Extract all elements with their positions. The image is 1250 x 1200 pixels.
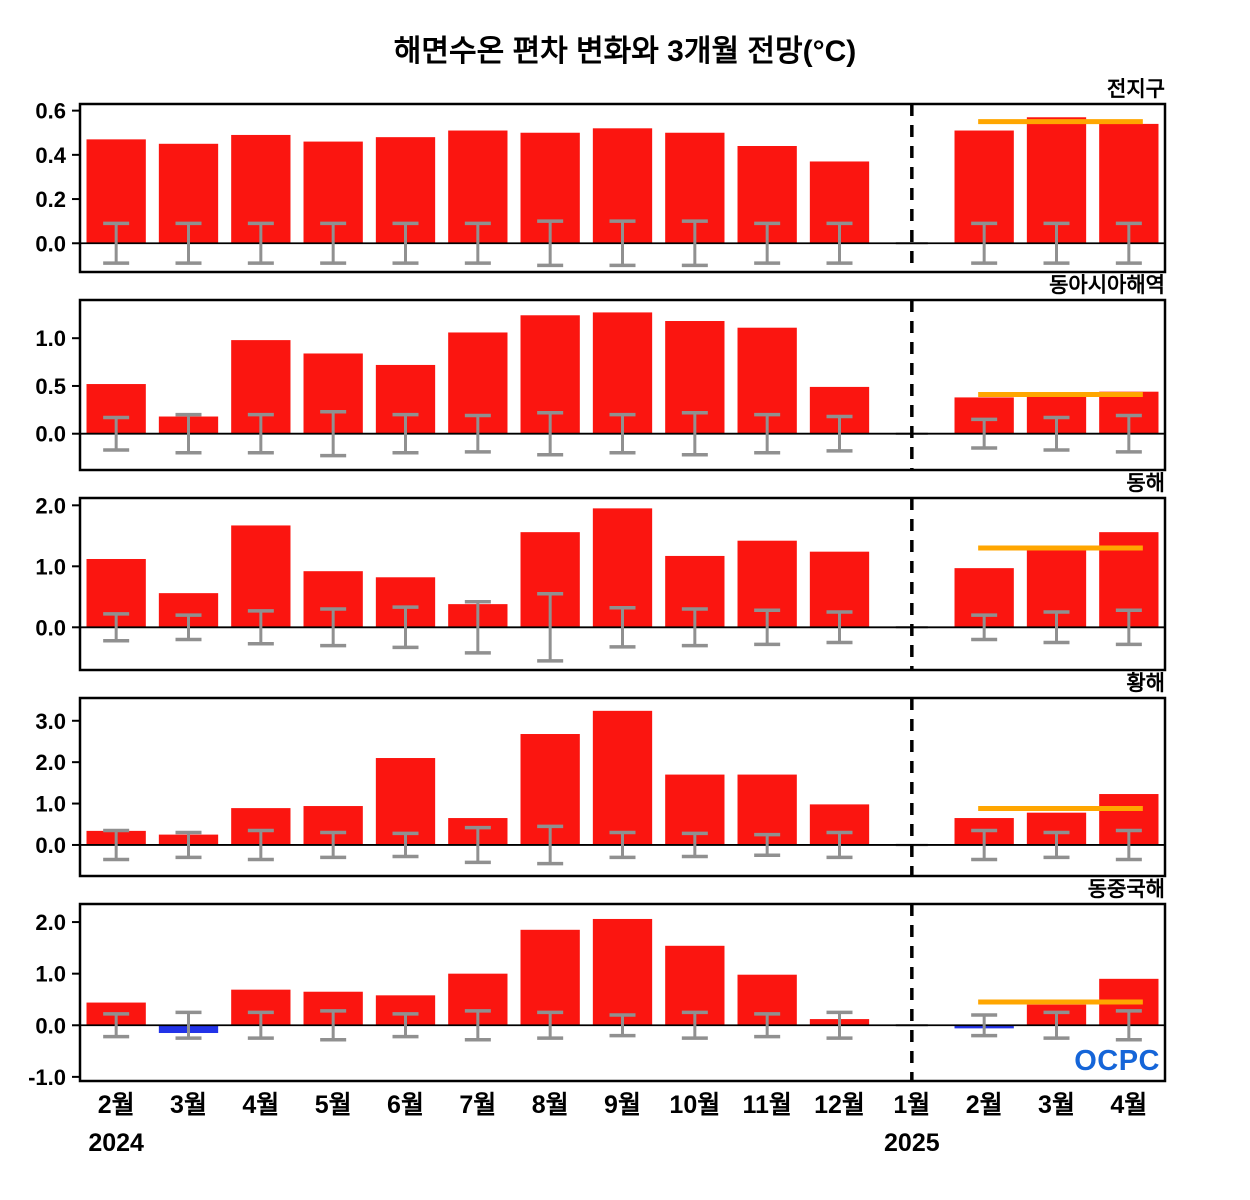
y-tick-label: 0.0 [35,422,66,447]
panel-east-sea-plot: 0.0 1.0 2.0 [35,493,1167,672]
panel-east-china-sea-title: 동중국해 [1087,878,1165,901]
y-tick-label: 0.2 [35,187,66,212]
y-tick-label: 0.6 [35,99,66,124]
x-tick-label: 9월 [604,1091,641,1119]
x-tick-label: 5월 [315,1091,352,1119]
x-tick-label: 2월 [966,1091,1003,1119]
y-tick-label: 1.0 [35,792,66,817]
x-tick-label: 8월 [532,1091,569,1119]
chart-title: 해면수온 편차 변화와 3개월 전망(°C) [393,35,857,68]
y-tick-label: 1.0 [35,554,66,579]
y-tick-label: -1.0 [28,1065,66,1090]
x-tick-label: 4월 [1110,1091,1147,1119]
x-tick-label: 7월 [459,1091,496,1119]
panel-border [78,102,1167,274]
panel-yellow-sea: 황해 0.0 1.0 2.0 3.0 [0,670,1250,878]
panel-east-china-sea-plot: -1.0 0.0 1.0 2.0 [28,902,1167,1090]
x-tick-label: 3월 [1038,1091,1075,1119]
x-axis-labels: 2월 3월 4월 5월 6월 7월 8월 9월 10월 11월 12월 1월 2월 3월 4월 2024 202… [88,1091,1147,1157]
x-tick-label: 11월 [742,1091,791,1119]
panel-yellow-sea-plot: 0.0 1.0 2.0 3.0 [35,696,1167,878]
x-tick-label: 6월 [387,1091,424,1119]
panel-global-title: 전지구 [1107,78,1165,101]
x-tick-label: 2월 [98,1091,135,1119]
panel-border [78,902,1167,1083]
panel-east-sea: 동해 0.0 1.0 2.0 [0,470,1250,672]
anomaly-bar-positive [520,929,580,1026]
y-tick-label: 1.0 [35,962,66,987]
year-label: 2024 [88,1129,144,1157]
panel-east-sea-title: 동해 [1126,472,1165,495]
x-tick-label: 10월 [669,1091,720,1119]
panel-east-asia-seas: 동아시아해역 0.0 0.5 1.0 [0,272,1250,472]
anomaly-bar-positive [375,758,436,845]
y-tick-label: 0.0 [35,833,66,858]
year-label: 2025 [884,1129,940,1157]
x-tick-label: 1월 [893,1091,930,1119]
y-tick-label: 1.0 [35,326,66,351]
y-tick-label: 2.0 [35,750,66,775]
anomaly-bar-positive [592,710,653,845]
panel-global-plot: 0.0 0.2 0.4 0.6 [35,99,1167,274]
y-tick-label: 0.0 [35,231,66,256]
x-tick-label: 3월 [170,1091,207,1119]
x-tick-label: 12월 [814,1091,865,1119]
panel-border [78,696,1167,878]
y-tick-label: 0.5 [35,374,66,399]
y-tick-label: 0.0 [35,615,66,640]
y-tick-label: 2.0 [35,493,66,518]
y-tick-label: 3.0 [35,709,66,734]
panel-east-china-sea: 동중국해 -1.0 0.0 1.0 2.0 OCPC [0,876,1250,1090]
y-tick-label: 0.0 [35,1013,66,1038]
ocpc-logo: OCPC [1074,1045,1160,1077]
panel-yellow-sea-title: 황해 [1126,672,1165,695]
panel-east-asia-seas-plot: 0.0 0.5 1.0 [35,298,1167,472]
panel-east-asia-seas-title: 동아시아해역 [1049,274,1165,297]
panel-border [78,298,1167,472]
y-tick-label: 0.4 [35,143,66,168]
panel-border [78,496,1167,672]
x-tick-label: 4월 [242,1091,279,1119]
panel-global: 전지구 0.0 0.2 0.4 0.6 [0,76,1250,274]
y-tick-label: 2.0 [35,910,66,935]
anomaly-bar-positive [592,918,653,1026]
